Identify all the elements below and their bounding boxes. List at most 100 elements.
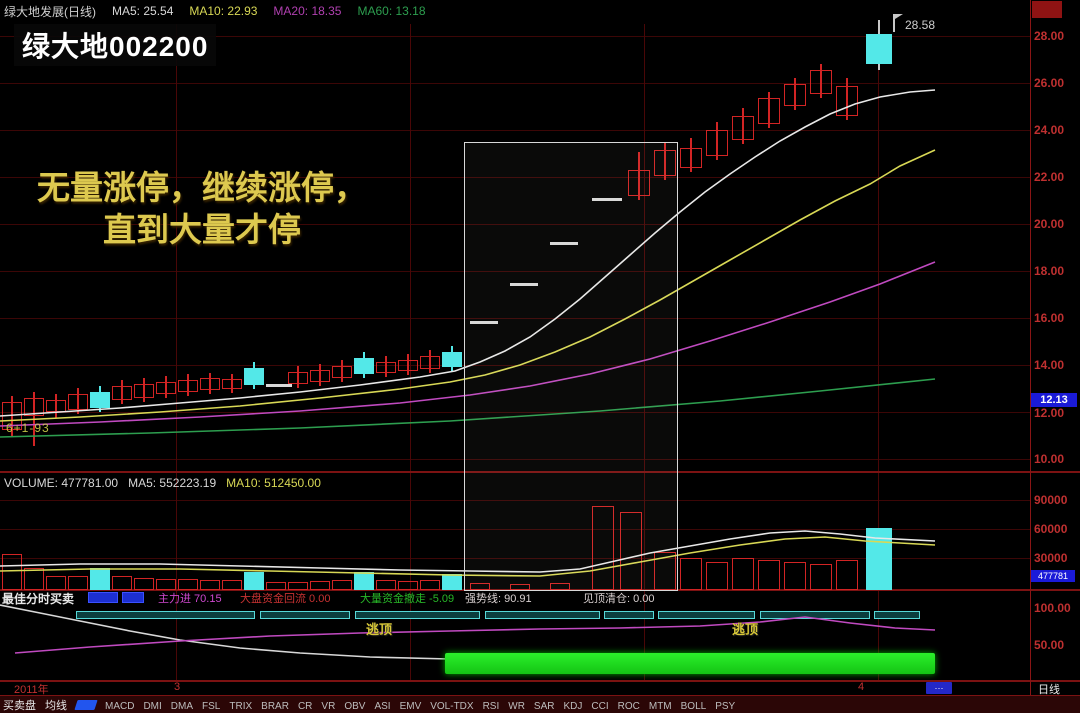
candle-body [68, 394, 88, 410]
price-axis-label: 24.00 [1034, 123, 1065, 137]
indicator-tab-psy[interactable]: PSY [715, 700, 736, 712]
volume-axis-label: 30000 [1034, 551, 1068, 565]
candle-body [784, 84, 806, 106]
annotation-line-2: 直到大量才停 [103, 210, 301, 249]
peak-price-label: 28.58 [905, 18, 936, 32]
candle-body [810, 70, 832, 94]
escape-top-signal: 逃顶 [732, 622, 759, 637]
indicator-legend-swatch [122, 592, 144, 603]
period-label[interactable]: 日线 [1038, 684, 1060, 696]
indicator-tab-list: MACD DMI DMA FSL TRIX BRAR CR VR OBV ASI EMV VOL-TD… [105, 696, 744, 713]
time-axis-row: 2011年 3 4 ··· 日线 [0, 681, 1080, 696]
signal-band-segment [604, 611, 654, 619]
candle-wick [55, 394, 57, 418]
stock-caption: 绿大地002200 [14, 24, 217, 66]
signal-band-segment [658, 611, 755, 619]
gridline-horizontal [0, 558, 1030, 559]
line-MA60 [0, 378, 936, 438]
volume-bar [420, 580, 440, 590]
price-axis-label: 20.00 [1034, 217, 1065, 231]
candle-body [758, 98, 780, 124]
pane-separator [0, 680, 1080, 682]
candle-body [654, 150, 676, 176]
gridline-horizontal [0, 177, 1030, 178]
volume-bar [288, 582, 308, 590]
gridline-horizontal [0, 130, 1030, 131]
indicator-tab-rsi[interactable]: RSI [482, 700, 500, 712]
indicator-tab-cr[interactable]: CR [297, 700, 313, 712]
indicator-tab-macd[interactable]: MACD [105, 700, 135, 712]
line-VOL-MA10 [0, 536, 936, 577]
line-MA10 [0, 149, 936, 422]
indicator-tab-cci[interactable]: CCI [591, 700, 609, 712]
indicator-menu-icon[interactable] [74, 699, 98, 710]
volume-bar [178, 579, 198, 590]
indicator-tab-sar[interactable]: SAR [533, 700, 555, 712]
candle-body [706, 130, 728, 156]
indicator-tab-dma[interactable]: DMA [170, 700, 194, 712]
indicator-tab-roc[interactable]: ROC [617, 700, 640, 712]
candle-wick [716, 122, 718, 160]
indicator-tab-fsl[interactable]: FSL [202, 700, 221, 712]
indicator-tab-emv[interactable]: EMV [399, 700, 422, 712]
indicator-tab-kdj[interactable]: KDJ [563, 700, 583, 712]
indicator-tab-brar[interactable]: BRAR [261, 700, 289, 712]
volume-ma5: MA5: 552223.19 [128, 476, 217, 490]
volume-bar [24, 568, 44, 590]
indicator-axis-label: 100.00 [1034, 601, 1071, 615]
candle-wick [297, 366, 299, 388]
volume-ma10: MA10: 512450.00 [226, 476, 321, 490]
limit-up-line-candle [592, 198, 622, 201]
candle-wick [209, 373, 211, 394]
volume-bar [620, 512, 642, 590]
volume-bar [222, 580, 242, 590]
candle-wick [231, 374, 233, 393]
candle-body [332, 366, 352, 378]
ma-label: MA5: 25.54 [112, 4, 174, 18]
chart-header: 绿大地发展(日线) MA5: 25.54 MA10: 22.93 MA20: 18.… [4, 2, 442, 20]
tab-order-book[interactable]: 买卖盘 [3, 699, 36, 712]
limit-up-line-candle [550, 242, 578, 245]
candle-body [420, 356, 440, 369]
volume-bar [680, 558, 702, 590]
indicator-tab-boll[interactable]: BOLL [680, 700, 707, 712]
gridline-vertical [410, 24, 411, 680]
candle-wick [742, 108, 744, 144]
volume-bar [156, 579, 176, 590]
volume-bar [732, 558, 754, 590]
gridline-horizontal [0, 83, 1030, 84]
line-MA5 [0, 89, 936, 417]
candle-wick [794, 78, 796, 110]
indicator-tab-obv[interactable]: OBV [344, 700, 366, 712]
price-axis-label: 16.00 [1034, 311, 1065, 325]
gridline-horizontal [0, 500, 1030, 501]
indicator-field: 大盘资金回流 0.00 [240, 593, 331, 605]
indicator-tab-trix[interactable]: TRIX [229, 700, 253, 712]
indicator-tab-dmi[interactable]: DMI [143, 700, 162, 712]
tab-ma[interactable]: 均线 [45, 699, 67, 712]
indicator-tab-mtm[interactable]: MTM [648, 700, 672, 712]
indicator-tab-asi[interactable]: ASI [374, 700, 391, 712]
volume-bar [332, 580, 352, 590]
limit-up-line-candle [510, 283, 538, 286]
candle-wick [77, 388, 79, 414]
volume-value: VOLUME: 477781.00 [4, 476, 119, 490]
price-axis-label: 28.00 [1034, 29, 1065, 43]
price-axis-label: 10.00 [1034, 452, 1065, 466]
gridline-horizontal [0, 271, 1030, 272]
indicator-tab-wr[interactable]: WR [508, 700, 525, 712]
volume-bar [706, 562, 728, 590]
candle-wick [690, 138, 692, 172]
ma-value-labels: MA5: 25.54 MA10: 22.93 MA20: 18.35 MA60: 13… [112, 4, 442, 18]
indicator-tab-vr[interactable]: VR [321, 700, 336, 712]
highlight-box [464, 142, 678, 591]
volume-bar [592, 506, 614, 590]
volume-bar [758, 560, 780, 590]
gridline-horizontal [0, 459, 1030, 460]
scroll-more-button[interactable]: ··· [926, 682, 952, 694]
candle-body [680, 148, 702, 168]
ma-label: MA60: 13.18 [357, 4, 426, 18]
indicator-tab-vol-tdx[interactable]: VOL-TDX [430, 700, 474, 712]
